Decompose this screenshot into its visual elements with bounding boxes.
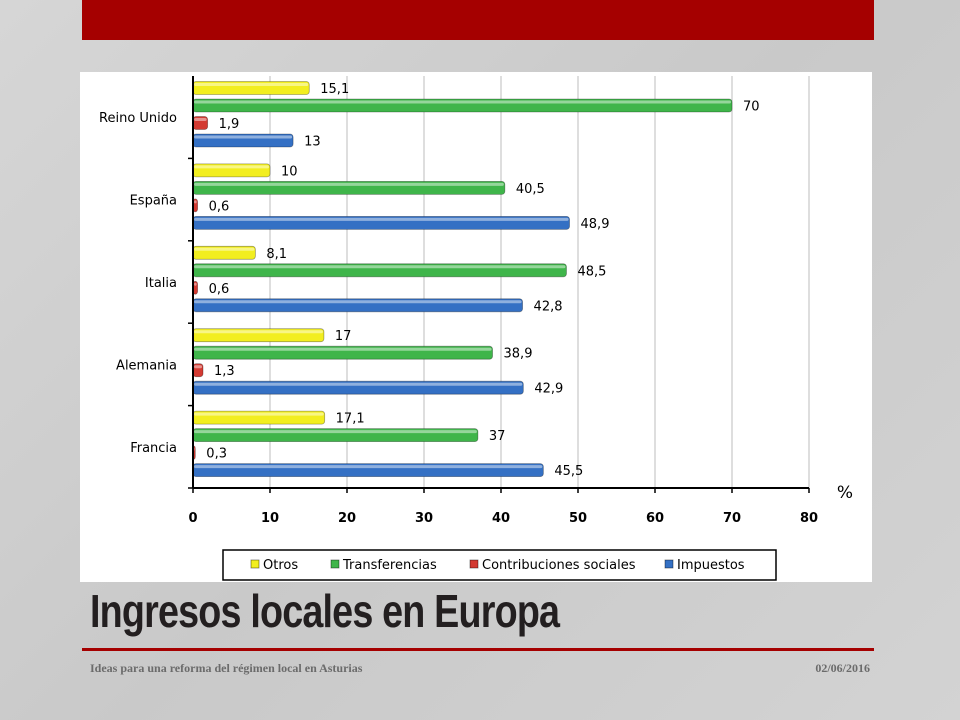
legend-swatch-transferencias [330, 559, 340, 569]
data-label: 48,9 [581, 217, 610, 232]
data-label: 13 [304, 135, 321, 150]
legend-swatch-impuestos [664, 559, 674, 569]
data-label: 70 [743, 100, 760, 115]
category-label-reino-unido: Reino Unido [99, 111, 177, 126]
bar-highlight [194, 217, 569, 221]
bar-highlight [194, 465, 543, 469]
footer-date: 02/06/2016 [815, 661, 870, 675]
data-label: 0,6 [209, 199, 230, 214]
category-label-italia: Italia [145, 276, 177, 291]
bar-highlight [194, 247, 255, 251]
data-label: 0,3 [206, 447, 227, 462]
bar-highlight [194, 83, 309, 86]
data-label: 38,9 [504, 347, 533, 362]
x-tick-label: 20 [338, 511, 356, 526]
data-label: 37 [489, 429, 506, 444]
bar-highlight [194, 200, 197, 204]
chart-panel: 0 10 20 30 40 50 60 70 80% Reino Unido 15,1 70 1,9 13… [80, 72, 872, 582]
data-label: 0,6 [209, 282, 230, 297]
data-label: 1,9 [219, 117, 240, 132]
bar-highlight [194, 182, 504, 186]
x-tick-label: 0 [188, 511, 197, 526]
data-label: 17 [335, 329, 352, 344]
legend-box [222, 549, 777, 581]
legend-label-transferencias: Transferencias [342, 558, 437, 573]
bar-highlight [194, 118, 207, 121]
legend-swatch-otros [250, 559, 260, 569]
data-label: 8,1 [266, 247, 287, 262]
bar-highlight [194, 282, 197, 286]
bar-highlight [194, 330, 323, 334]
data-label: 1,3 [214, 364, 235, 379]
x-axis-label: % [837, 483, 853, 503]
bar-highlight [194, 347, 492, 351]
bar-highlight [194, 382, 523, 386]
bar-highlight [194, 165, 269, 169]
data-label: 48,5 [577, 264, 606, 279]
category-label-francia: Francia [130, 441, 177, 456]
data-label: 40,5 [516, 182, 545, 197]
x-tick-label: 30 [415, 511, 433, 526]
bar-highlight [194, 430, 477, 434]
footer-subtitle: Ideas para una reforma del régimen local… [90, 661, 363, 675]
bar-highlight [194, 412, 324, 416]
top-accent-bar [82, 0, 874, 40]
data-label: 10 [281, 164, 298, 179]
bar-highlight [194, 265, 566, 269]
slide-title: Ingresos locales en Europa [90, 585, 560, 637]
x-tick-label: 10 [261, 511, 279, 526]
category-label-espana: España [130, 194, 177, 209]
x-tick-label: 40 [492, 511, 510, 526]
data-label: 17,1 [336, 412, 365, 427]
data-label: 42,9 [534, 382, 563, 397]
bar-highlight [194, 365, 203, 369]
x-tick-label: 80 [800, 511, 818, 526]
category-label-alemania: Alemania [116, 358, 177, 373]
bar-highlight [194, 447, 195, 451]
data-label: 42,8 [534, 299, 563, 314]
x-tick-label: 70 [723, 511, 741, 526]
x-tick-label: 60 [646, 511, 664, 526]
legend-label-otros: Otros [263, 558, 298, 573]
bar-highlight [194, 300, 522, 304]
legend-label-impuestos: Impuestos [677, 558, 745, 573]
legend-swatch-contribuciones-sociales [469, 559, 479, 569]
data-label: 45,5 [554, 464, 583, 479]
x-tick-label: 50 [569, 511, 587, 526]
title-rule [82, 648, 874, 651]
bar-highlight [194, 100, 731, 104]
bar-highlight [194, 135, 293, 139]
data-label: 15,1 [320, 82, 349, 97]
legend-label-contribuciones-sociales: Contribuciones sociales [482, 558, 636, 573]
bar-chart: 0 10 20 30 40 50 60 70 80% Reino Unido 15,1 70 1,9 13… [99, 76, 853, 581]
